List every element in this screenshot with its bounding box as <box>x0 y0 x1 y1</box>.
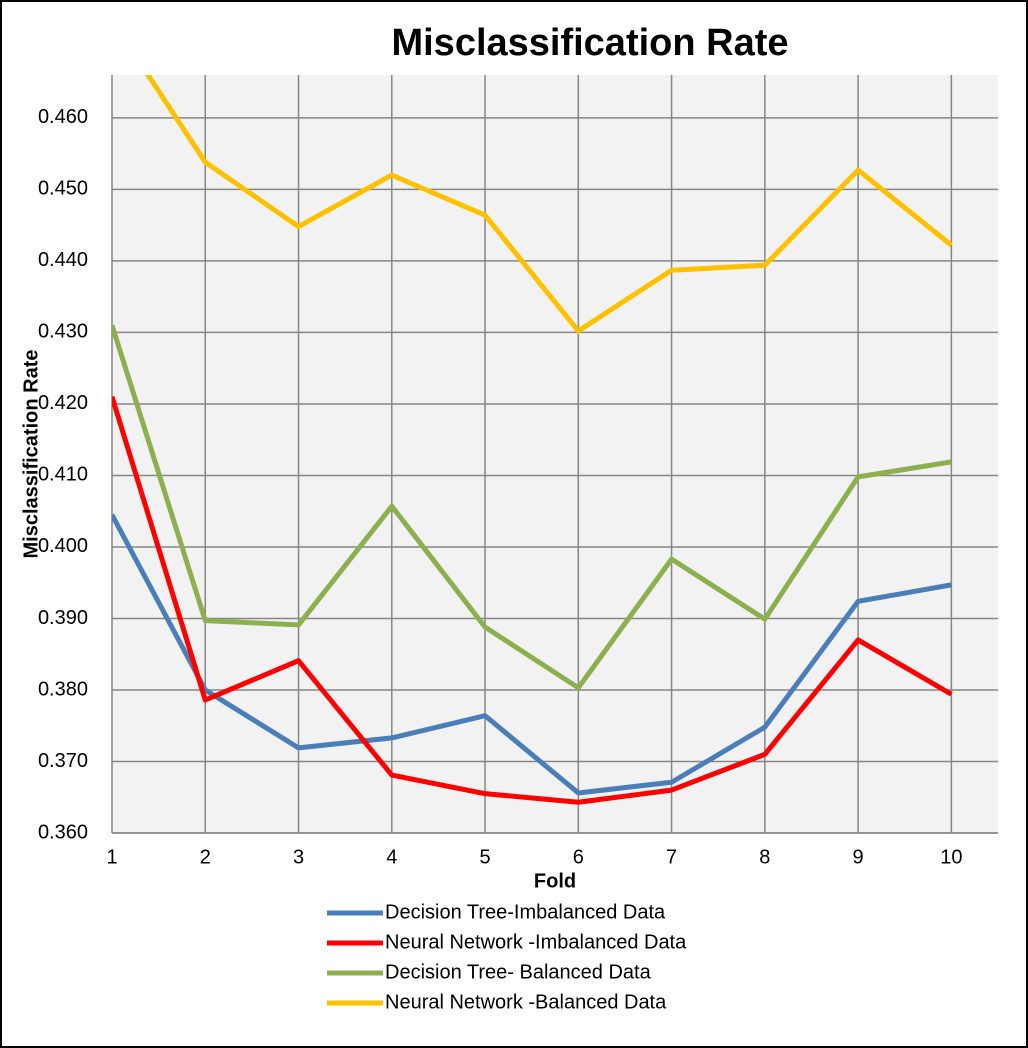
y-tick-label: 0.450 <box>38 178 88 200</box>
x-tick-label: 10 <box>940 846 962 868</box>
y-tick-label: 0.460 <box>38 106 88 128</box>
legend-label: Decision Tree- Balanced Data <box>385 961 652 983</box>
y-tick-label: 0.390 <box>38 607 88 629</box>
legend-label: Neural Network -Balanced Data <box>385 991 667 1013</box>
legend-label: Decision Tree-Imbalanced Data <box>385 901 666 923</box>
y-tick-label: 0.420 <box>38 392 88 414</box>
y-tick-label: 0.360 <box>38 821 88 843</box>
legend-label: Neural Network -Imbalanced Data <box>385 931 687 953</box>
series-line <box>112 513 952 796</box>
x-tick-label: 8 <box>759 846 770 868</box>
series-line <box>112 324 952 691</box>
chart-title: Misclassification Rate <box>391 22 788 64</box>
series-line <box>145 75 953 334</box>
x-tick-label: 9 <box>853 846 864 868</box>
x-tick-label: 7 <box>666 846 677 868</box>
x-tick-label: 1 <box>106 846 117 868</box>
y-axis-label: Misclassification Rate <box>20 350 42 559</box>
series-line <box>112 396 953 805</box>
x-tick-label: 6 <box>573 846 584 868</box>
x-tick-label: 5 <box>479 846 490 868</box>
x-tick-label: 3 <box>293 846 304 868</box>
y-tick-label: 0.430 <box>38 321 88 343</box>
y-tick-label: 0.370 <box>38 750 88 772</box>
x-axis-label: Fold <box>534 870 576 892</box>
y-tick-label: 0.380 <box>38 678 88 700</box>
y-tick-label: 0.410 <box>38 464 88 486</box>
x-tick-label: 4 <box>386 846 397 868</box>
y-tick-label: 0.440 <box>38 249 88 271</box>
x-tick-label: 2 <box>200 846 211 868</box>
y-tick-label: 0.400 <box>38 535 88 557</box>
series-group <box>112 75 953 805</box>
